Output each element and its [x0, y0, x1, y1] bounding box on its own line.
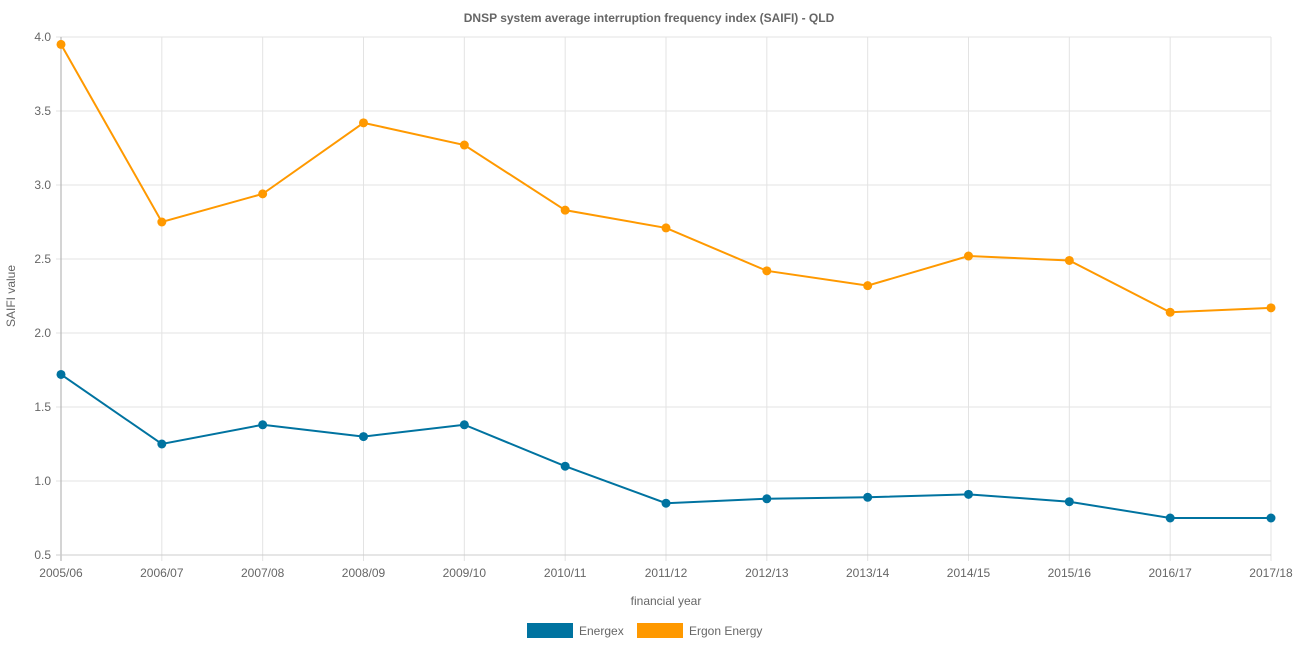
grid-lines — [56, 36, 1272, 561]
data-point[interactable] — [359, 432, 368, 442]
data-point[interactable] — [1064, 497, 1074, 507]
data-point[interactable] — [459, 420, 469, 430]
legend-swatch — [527, 623, 573, 638]
data-point[interactable] — [359, 118, 368, 128]
y-axis-label: SAIFI value — [4, 265, 18, 327]
chart-title: DNSP system average interruption frequen… — [464, 11, 835, 25]
x-tick-label: 2016/17 — [1148, 566, 1192, 580]
y-tick-label: 1.5 — [34, 400, 51, 414]
data-point[interactable] — [762, 266, 772, 276]
x-tick-label: 2012/13 — [745, 566, 789, 580]
data-point[interactable] — [1165, 513, 1175, 523]
y-tick-label: 0.5 — [34, 548, 51, 562]
data-point[interactable] — [1064, 255, 1074, 265]
legend-label: Energex — [579, 624, 624, 638]
x-tick-label: 2006/07 — [140, 566, 184, 580]
data-point[interactable] — [661, 223, 671, 233]
data-point[interactable] — [258, 189, 268, 199]
x-tick-label: 2013/14 — [846, 566, 890, 580]
legend-item[interactable]: Ergon Energy — [637, 623, 762, 638]
data-point[interactable] — [863, 492, 873, 502]
data-point[interactable] — [762, 494, 772, 504]
data-point[interactable] — [1165, 307, 1175, 317]
data-point[interactable] — [661, 498, 671, 508]
data-point[interactable] — [56, 369, 66, 379]
data-point[interactable] — [157, 217, 167, 227]
y-tick-label: 2.5 — [34, 252, 51, 266]
y-tick-labels: 0.5 1.0 1.5 2.0 2.5 3.0 3.5 4.0 — [34, 30, 51, 562]
x-tick-label: 2009/10 — [443, 566, 487, 580]
y-tick-label: 2.0 — [34, 326, 51, 340]
x-tick-label: 2005/06 — [39, 566, 83, 580]
axes — [56, 37, 1271, 561]
legend-label: Ergon Energy — [689, 624, 762, 638]
x-tick-labels: 2005/06 2006/07 2007/08 2008/09 2009/10 2010/… — [39, 566, 1293, 580]
x-axis-label: financial year — [631, 594, 702, 608]
series-group — [56, 39, 1276, 523]
data-point[interactable] — [863, 281, 873, 291]
data-point[interactable] — [560, 205, 570, 215]
legend-swatch — [637, 623, 683, 638]
data-point[interactable] — [56, 39, 66, 49]
x-tick-label: 2007/08 — [241, 566, 285, 580]
series-ergon-energy — [56, 39, 1276, 317]
data-point[interactable] — [964, 489, 973, 499]
series-energex — [56, 369, 1276, 523]
y-tick-label: 4.0 — [34, 30, 51, 44]
x-tick-label: 2011/12 — [645, 566, 688, 580]
y-tick-label: 3.5 — [34, 104, 51, 118]
x-tick-label: 2008/09 — [342, 566, 386, 580]
y-tick-label: 1.0 — [34, 474, 51, 488]
x-tick-label: 2014/15 — [947, 566, 991, 580]
x-tick-label: 2010/11 — [544, 566, 587, 580]
data-point[interactable] — [560, 461, 570, 471]
data-point[interactable] — [459, 140, 469, 150]
data-point[interactable] — [1266, 513, 1276, 523]
legend-item[interactable]: Energex — [527, 623, 624, 638]
legend: Energex Ergon Energy — [527, 623, 762, 638]
data-point[interactable] — [258, 420, 268, 430]
y-tick-label: 3.0 — [34, 178, 51, 192]
data-point[interactable] — [1266, 303, 1276, 313]
data-point[interactable] — [964, 251, 973, 261]
x-tick-label: 2017/18 — [1249, 566, 1293, 580]
data-point[interactable] — [157, 439, 167, 449]
x-tick-label: 2015/16 — [1048, 566, 1092, 580]
